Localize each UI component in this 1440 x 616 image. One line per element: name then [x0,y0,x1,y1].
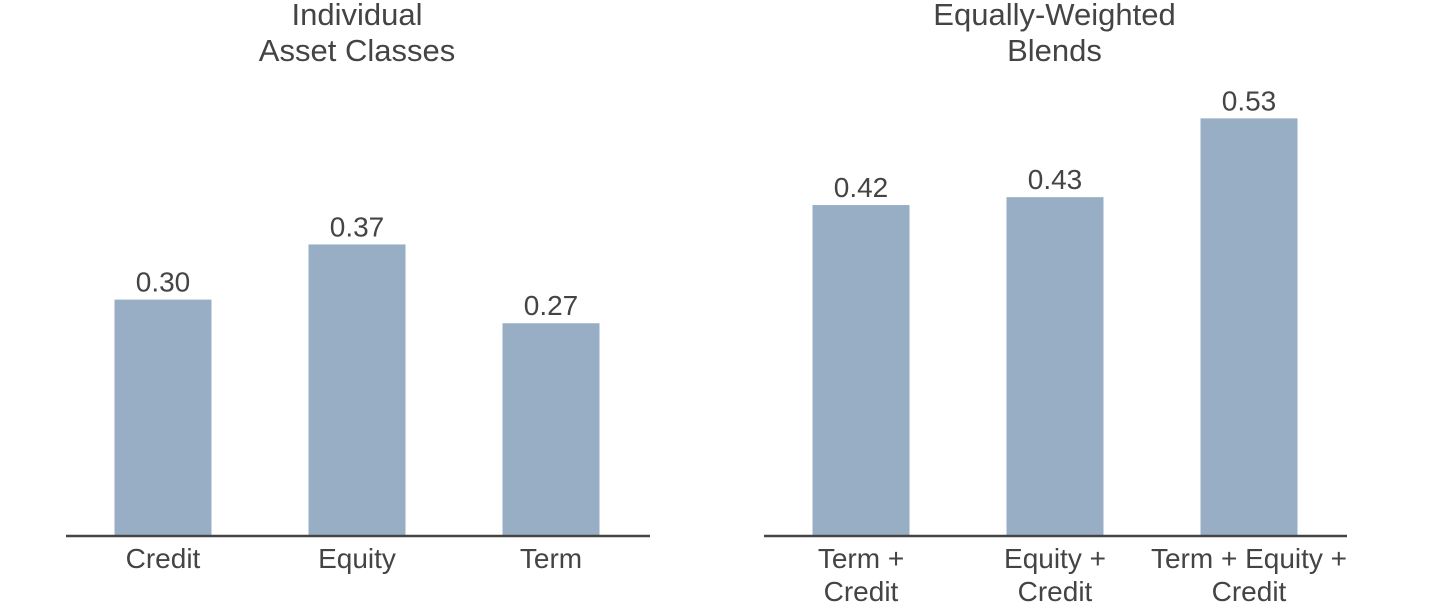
x-tick-label-line: Term [520,543,582,574]
x-tick-label-line: Equity [318,543,396,574]
x-tick-label: Credit [126,543,201,574]
x-tick-label-line: Equity + [1004,543,1106,574]
x-tick-label: Equity + Credit [1004,543,1106,607]
bar [812,205,910,537]
bar [114,299,212,536]
x-tick-label-line: Term + Equity + [1151,543,1347,574]
x-tick-label: Term + Credit [818,543,904,607]
x-tick-label: Term [520,543,582,574]
x-tick-label-line: Credit [1018,576,1093,607]
x-tick-label-line: Credit [1212,576,1287,607]
bar [1200,118,1298,537]
data-label: 0.27 [524,290,579,321]
chart-title: Individual Asset Classes [259,0,455,68]
data-label: 0.42 [834,172,889,203]
data-label: 0.30 [136,267,191,298]
bar [502,323,600,536]
chart-panel-individual: Individual Asset Classes 0.30 Credit 0.37 Equ… [66,0,650,574]
chart-title-line: Asset Classes [259,33,455,68]
x-tick-label: Equity [318,543,396,574]
x-tick-label-line: Credit [824,576,899,607]
chart-title: Equally-Weighted Blends [933,0,1175,68]
data-label: 0.53 [1222,85,1277,116]
chart-title-line: Blends [1007,33,1102,68]
x-tick-label-line: Credit [126,543,201,574]
data-label: 0.37 [330,211,385,242]
data-label: 0.43 [1028,164,1083,195]
x-tick-label: Term + Equity + Credit [1151,543,1347,607]
bar [308,244,406,536]
x-tick-label-line: Term + [818,543,904,574]
chart-title-line: Individual [292,0,423,32]
bar [1006,197,1104,536]
chart-title-line: Equally-Weighted [933,0,1175,32]
